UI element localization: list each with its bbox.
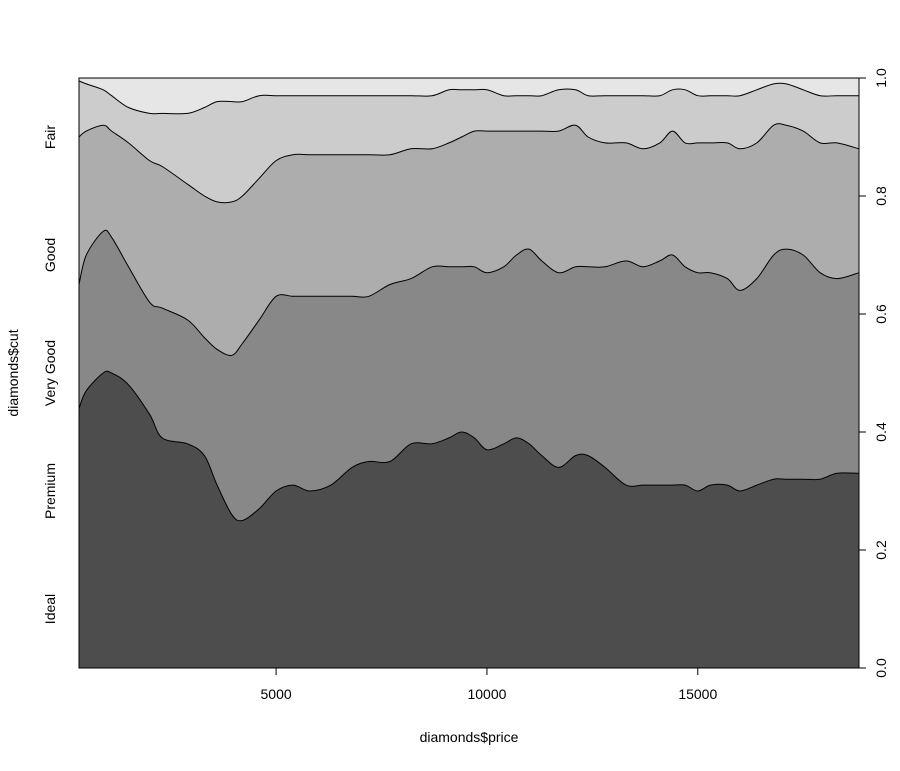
boundary-lines — [78, 80, 860, 522]
area-premium — [79, 230, 859, 521]
y-axis-title: diamonds$cut — [5, 329, 21, 416]
category-label: Fair — [42, 125, 58, 149]
y-tick-label: 0.0 — [873, 658, 889, 678]
x-tick-label: 10000 — [467, 686, 506, 702]
boundary-line-ideal — [78, 370, 860, 522]
density-areas — [79, 78, 859, 668]
boundary-line-very-good — [78, 123, 860, 204]
y-axis-right: 0.0 0.2 0.4 0.6 0.8 1.0 — [859, 68, 889, 678]
plot-frame — [78, 77, 860, 669]
area-good — [79, 81, 859, 203]
x-axis: 5000 10000 15000 — [261, 668, 717, 702]
boundary-line-good — [78, 80, 859, 115]
y-tick-label: 0.8 — [873, 186, 889, 206]
category-label: Good — [42, 238, 58, 272]
y-tick-label: 0.4 — [873, 422, 889, 442]
area-fair — [79, 78, 859, 114]
category-label: Ideal — [42, 594, 58, 624]
category-labels: Ideal Premium Very Good Good Fair — [42, 125, 58, 625]
area-ideal — [79, 371, 859, 668]
boundary-line-premium — [78, 229, 860, 356]
y-tick-label: 0.2 — [873, 540, 889, 560]
x-tick-label: 5000 — [261, 686, 292, 702]
category-label: Premium — [42, 463, 58, 519]
y-tick-label: 0.6 — [873, 304, 889, 324]
x-tick-label: 15000 — [678, 686, 717, 702]
y-tick-label: 1.0 — [873, 68, 889, 88]
category-label: Very Good — [42, 340, 58, 406]
x-axis-title: diamonds$price — [420, 729, 519, 745]
